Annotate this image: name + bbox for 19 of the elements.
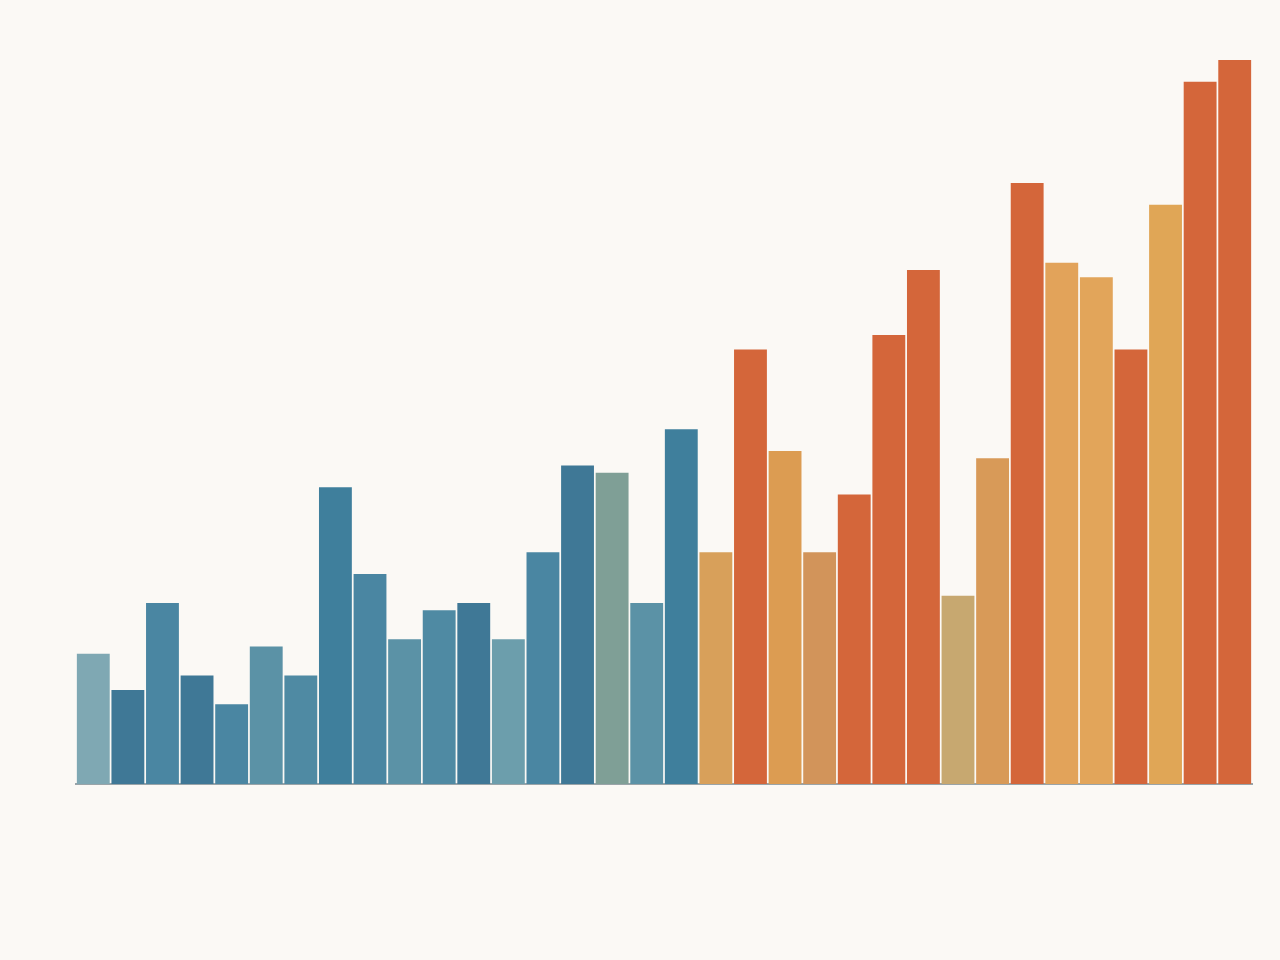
bar	[561, 465, 594, 784]
bar	[1010, 183, 1044, 784]
bar	[146, 603, 179, 784]
bar	[595, 472, 629, 784]
bar	[941, 595, 975, 784]
bar	[457, 603, 491, 784]
bar	[664, 429, 698, 784]
bar	[630, 603, 664, 784]
bar	[180, 675, 214, 784]
bar	[1114, 349, 1148, 784]
bar	[734, 349, 767, 784]
bar	[976, 458, 1010, 784]
bar	[76, 653, 110, 784]
bar	[526, 552, 560, 784]
bar	[215, 704, 249, 784]
bar	[111, 689, 145, 784]
bar	[1149, 204, 1182, 784]
bar	[491, 639, 525, 784]
bar	[699, 552, 733, 784]
